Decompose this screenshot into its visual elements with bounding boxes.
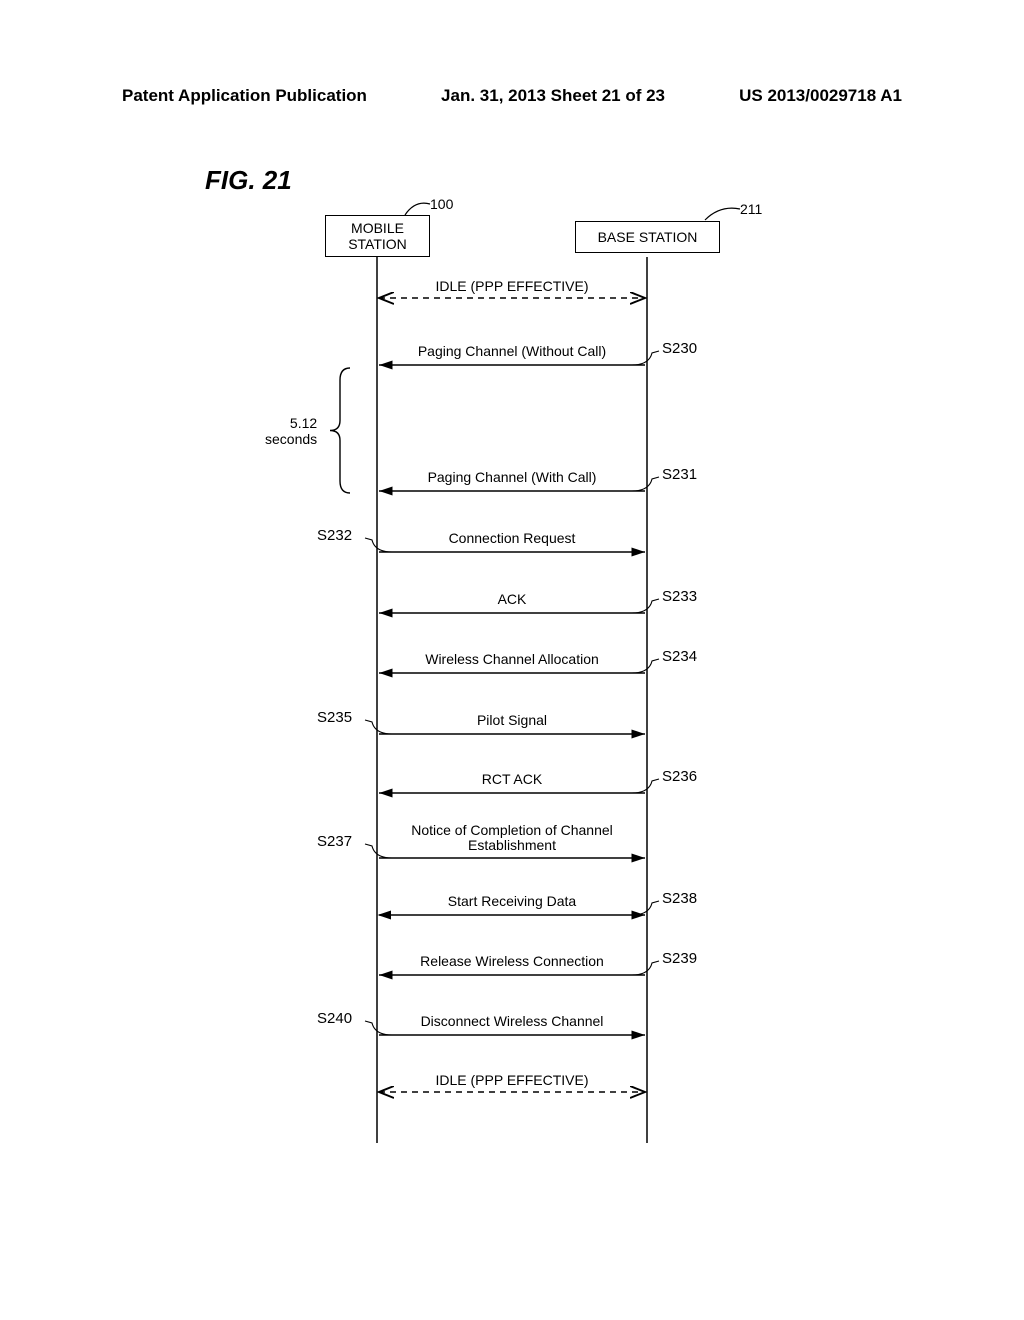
message-text: ACK bbox=[377, 591, 647, 607]
base-station-label: BASE STATION bbox=[598, 229, 698, 245]
mobile-station-box: MOBILE STATION bbox=[325, 215, 430, 257]
message-text: Disconnect Wireless Channel bbox=[377, 1013, 647, 1029]
base-station-ref: 211 bbox=[740, 201, 762, 217]
message-text: RCT ACK bbox=[377, 771, 647, 787]
step-label: S234 bbox=[662, 648, 697, 665]
step-label: S236 bbox=[662, 768, 697, 785]
message-text: Paging Channel (With Call) bbox=[377, 469, 647, 485]
step-label: S233 bbox=[662, 588, 697, 605]
idle-state-top: IDLE (PPP EFFECTIVE) bbox=[377, 278, 647, 294]
message-text: Release Wireless Connection bbox=[377, 953, 647, 969]
step-label: S239 bbox=[662, 950, 697, 967]
message-text: Wireless Channel Allocation bbox=[377, 651, 647, 667]
mobile-station-label: MOBILE bbox=[351, 220, 404, 236]
step-label: S232 bbox=[317, 527, 352, 544]
step-label: S240 bbox=[317, 1010, 352, 1027]
message-text: Pilot Signal bbox=[377, 712, 647, 728]
mobile-station-label2: STATION bbox=[348, 236, 407, 252]
step-label: S230 bbox=[662, 340, 697, 357]
step-label: S238 bbox=[662, 890, 697, 907]
mobile-station-ref: 100 bbox=[430, 196, 453, 212]
step-label: S235 bbox=[317, 709, 352, 726]
message-text: Start Receiving Data bbox=[377, 893, 647, 909]
step-label: S237 bbox=[317, 833, 352, 850]
step-label: S231 bbox=[662, 466, 697, 483]
brace-label: 5.12 seconds bbox=[265, 415, 317, 447]
message-text: Paging Channel (Without Call) bbox=[377, 343, 647, 359]
page: Patent Application Publication Jan. 31, … bbox=[0, 0, 1024, 1320]
message-text: Connection Request bbox=[377, 530, 647, 546]
message-text: Notice of Completion of ChannelEstablish… bbox=[377, 823, 647, 854]
base-station-box: BASE STATION bbox=[575, 221, 720, 253]
idle-state-bottom: IDLE (PPP EFFECTIVE) bbox=[377, 1072, 647, 1088]
